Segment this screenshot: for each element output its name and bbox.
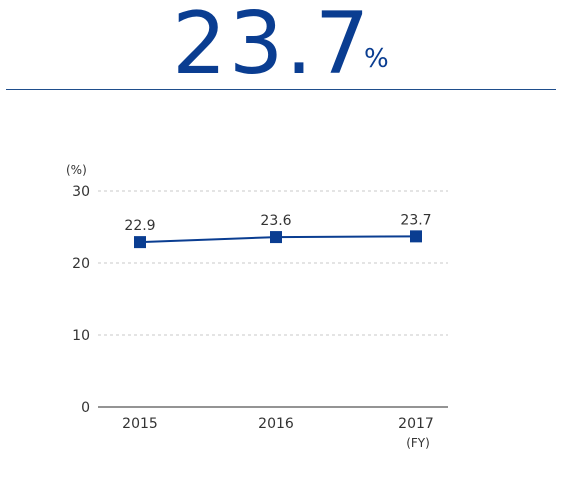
- data-label-2015: 22.9: [124, 218, 155, 234]
- series: [134, 230, 422, 249]
- tick-labels: 0 10 20 30 (%) 2015 2016 2017 (FY): [66, 163, 434, 450]
- data-label-2017: 23.7: [400, 212, 431, 228]
- grid-lines: [98, 190, 448, 336]
- data-point-2016: [270, 231, 282, 244]
- data-point-2015: [134, 236, 146, 249]
- x-tick-label-2016: 2016: [258, 416, 294, 432]
- data-label-2016: 23.6: [260, 213, 291, 229]
- divider: [6, 89, 556, 90]
- headline: 23.7 %: [0, 0, 561, 94]
- y-unit-label: (%): [66, 163, 87, 177]
- x-unit-label: (FY): [406, 436, 430, 450]
- x-tick-label-2015: 2015: [122, 416, 158, 432]
- headline-value: 23.7: [172, 0, 372, 94]
- y-tick-label-30: 30: [72, 184, 90, 200]
- data-labels: 22.9 23.6 23.7: [124, 212, 431, 234]
- data-point-2017: [410, 230, 422, 243]
- y-tick-label-0: 0: [81, 400, 90, 416]
- x-tick-label-2017: 2017: [398, 416, 434, 432]
- y-tick-label-10: 10: [72, 328, 90, 344]
- headline-unit: %: [364, 44, 389, 74]
- y-tick-label-20: 20: [72, 256, 90, 272]
